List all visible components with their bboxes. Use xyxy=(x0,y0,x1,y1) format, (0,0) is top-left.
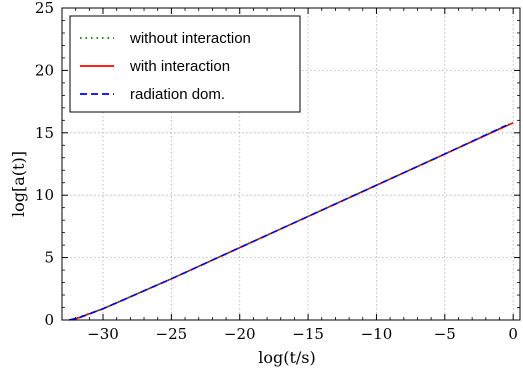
legend-label-2: radiation dom. xyxy=(130,86,225,103)
series-line-2 xyxy=(68,124,507,321)
y-axis-label: log[a(t)] xyxy=(9,151,28,217)
y-tick-label: 0 xyxy=(44,311,54,329)
legend-label-0: without interaction xyxy=(129,30,251,47)
legend-label-1: with interaction xyxy=(129,58,230,75)
tick-labels: −30 −25 −20 −15 −10 −5 0 0 5 10 15 20 25 xyxy=(35,0,518,343)
x-tick-label: −25 xyxy=(156,325,188,343)
y-tick-label: 10 xyxy=(35,186,54,204)
x-tick-label: −5 xyxy=(434,325,456,343)
y-tick-label: 20 xyxy=(35,61,54,79)
x-axis-label: log(t/s) xyxy=(258,348,316,367)
x-tick-label: −10 xyxy=(361,325,393,343)
y-tick-label: 5 xyxy=(44,249,54,267)
legend: without interaction with interaction radia… xyxy=(69,15,301,113)
x-tick-label: −30 xyxy=(87,325,119,343)
y-tick-label: 25 xyxy=(35,0,54,17)
x-tick-label: −20 xyxy=(224,325,256,343)
plot-frame xyxy=(61,7,521,321)
axis-ticks xyxy=(61,7,520,321)
y-tick-label: 15 xyxy=(35,124,54,142)
series-line-0 xyxy=(71,123,510,321)
legend-box xyxy=(69,15,301,113)
series-line-1 xyxy=(72,122,514,321)
series-layer xyxy=(68,122,514,321)
x-tick-label: −15 xyxy=(292,325,324,343)
x-tick-label: 0 xyxy=(508,325,518,343)
